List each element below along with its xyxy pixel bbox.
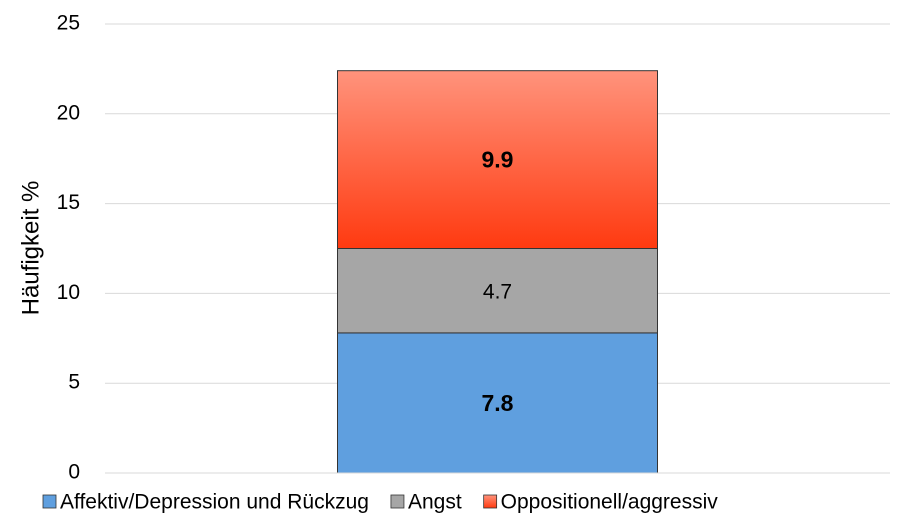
legend-label: Angst xyxy=(408,491,462,514)
y-tick-label: 20 xyxy=(57,101,80,124)
legend-label: Affektiv/Depression und Rückzug xyxy=(60,491,369,514)
y-tick-label: 15 xyxy=(57,191,80,214)
legend-swatch xyxy=(390,494,405,509)
data-label: 9.9 xyxy=(482,147,514,173)
bar-segment xyxy=(337,70,658,249)
bar-segment xyxy=(337,248,658,334)
y-tick-label: 10 xyxy=(57,281,80,304)
legend-swatch xyxy=(42,494,57,509)
y-tick-label: 25 xyxy=(57,12,80,35)
data-label: 4.7 xyxy=(483,280,512,303)
y-tick-label: 0 xyxy=(68,461,80,484)
legend-swatch xyxy=(483,494,498,509)
y-axis-label: Häufigkeit % xyxy=(17,181,44,316)
data-label: 7.8 xyxy=(482,390,514,416)
legend-label: Oppositionell/aggressiv xyxy=(501,491,719,514)
y-tick-label: 5 xyxy=(68,371,80,394)
bar-segment xyxy=(337,332,658,474)
